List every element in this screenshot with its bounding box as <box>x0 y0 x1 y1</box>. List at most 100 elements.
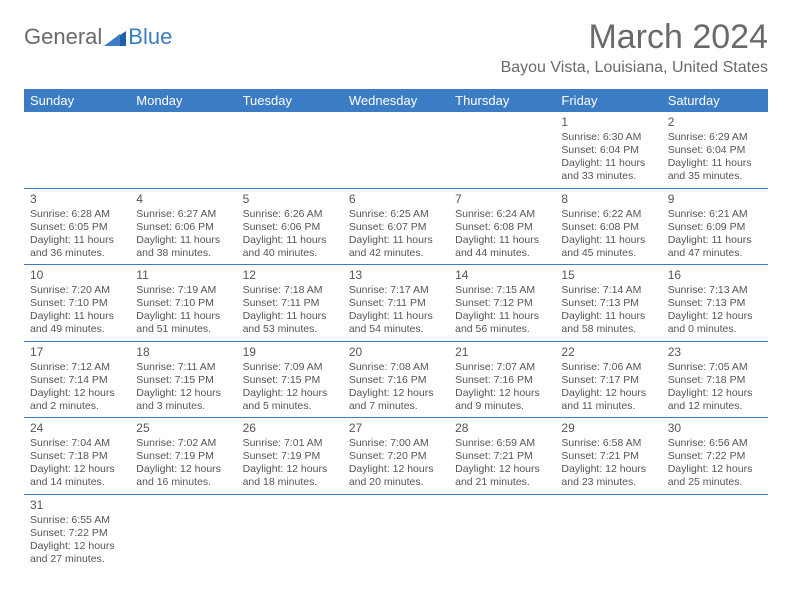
daylight-text: Daylight: 12 hours <box>136 387 230 400</box>
sunset-text: Sunset: 7:20 PM <box>349 450 443 463</box>
day-number: 7 <box>455 192 549 207</box>
day-number: 2 <box>668 115 762 130</box>
sunset-text: Sunset: 7:22 PM <box>30 527 124 540</box>
day-number: 20 <box>349 345 443 360</box>
page-title: March 2024 <box>501 18 768 57</box>
daylight-text: and 12 minutes. <box>668 400 762 413</box>
calendar-cell: 2Sunrise: 6:29 AMSunset: 6:04 PMDaylight… <box>662 112 768 188</box>
sunset-text: Sunset: 7:12 PM <box>455 297 549 310</box>
sunset-text: Sunset: 7:11 PM <box>349 297 443 310</box>
daylight-text: Daylight: 11 hours <box>561 310 655 323</box>
daylight-text: and 45 minutes. <box>561 247 655 260</box>
daylight-text: and 21 minutes. <box>455 476 549 489</box>
daylight-text: and 35 minutes. <box>668 170 762 183</box>
dayname-tuesday: Tuesday <box>237 89 343 112</box>
daylight-text: Daylight: 12 hours <box>136 463 230 476</box>
day-number: 28 <box>455 421 549 436</box>
dayname-wednesday: Wednesday <box>343 89 449 112</box>
day-number: 26 <box>243 421 337 436</box>
calendar-cell: 14Sunrise: 7:15 AMSunset: 7:12 PMDayligh… <box>449 265 555 341</box>
sunrise-text: Sunrise: 6:56 AM <box>668 437 762 450</box>
sunset-text: Sunset: 7:16 PM <box>349 374 443 387</box>
day-number: 1 <box>561 115 655 130</box>
day-number: 19 <box>243 345 337 360</box>
daylight-text: Daylight: 12 hours <box>455 463 549 476</box>
sunrise-text: Sunrise: 7:02 AM <box>136 437 230 450</box>
calendar-cell-empty <box>130 112 236 188</box>
daylight-text: Daylight: 12 hours <box>243 463 337 476</box>
sunset-text: Sunset: 6:05 PM <box>30 221 124 234</box>
day-number: 24 <box>30 421 124 436</box>
calendar-cell-empty <box>343 112 449 188</box>
calendar-cell: 25Sunrise: 7:02 AMSunset: 7:19 PMDayligh… <box>130 418 236 494</box>
daylight-text: and 25 minutes. <box>668 476 762 489</box>
calendar-cell: 16Sunrise: 7:13 AMSunset: 7:13 PMDayligh… <box>662 265 768 341</box>
dayname-monday: Monday <box>130 89 236 112</box>
daylight-text: Daylight: 11 hours <box>349 310 443 323</box>
sunrise-text: Sunrise: 7:00 AM <box>349 437 443 450</box>
sunrise-text: Sunrise: 7:07 AM <box>455 361 549 374</box>
sunrise-text: Sunrise: 7:20 AM <box>30 284 124 297</box>
daylight-text: Daylight: 11 hours <box>561 157 655 170</box>
sunrise-text: Sunrise: 6:25 AM <box>349 208 443 221</box>
day-number: 3 <box>30 192 124 207</box>
sunrise-text: Sunrise: 7:01 AM <box>243 437 337 450</box>
dayname-thursday: Thursday <box>449 89 555 112</box>
calendar-cell: 4Sunrise: 6:27 AMSunset: 6:06 PMDaylight… <box>130 189 236 265</box>
daylight-text: Daylight: 12 hours <box>243 387 337 400</box>
sunrise-text: Sunrise: 6:22 AM <box>561 208 655 221</box>
day-number: 23 <box>668 345 762 360</box>
calendar-cell: 20Sunrise: 7:08 AMSunset: 7:16 PMDayligh… <box>343 342 449 418</box>
calendar-cell: 13Sunrise: 7:17 AMSunset: 7:11 PMDayligh… <box>343 265 449 341</box>
daylight-text: and 9 minutes. <box>455 400 549 413</box>
sunrise-text: Sunrise: 6:29 AM <box>668 131 762 144</box>
week-row: 3Sunrise: 6:28 AMSunset: 6:05 PMDaylight… <box>24 189 768 266</box>
calendar-cell: 10Sunrise: 7:20 AMSunset: 7:10 PMDayligh… <box>24 265 130 341</box>
daylight-text: and 47 minutes. <box>668 247 762 260</box>
sunrise-text: Sunrise: 7:18 AM <box>243 284 337 297</box>
sunset-text: Sunset: 7:10 PM <box>30 297 124 310</box>
day-number: 6 <box>349 192 443 207</box>
sunrise-text: Sunrise: 7:05 AM <box>668 361 762 374</box>
sunset-text: Sunset: 7:13 PM <box>561 297 655 310</box>
sunset-text: Sunset: 6:08 PM <box>455 221 549 234</box>
daylight-text: Daylight: 11 hours <box>30 310 124 323</box>
sunset-text: Sunset: 7:21 PM <box>455 450 549 463</box>
sunset-text: Sunset: 7:19 PM <box>243 450 337 463</box>
daylight-text: and 5 minutes. <box>243 400 337 413</box>
day-number: 13 <box>349 268 443 283</box>
dayname-saturday: Saturday <box>662 89 768 112</box>
daylight-text: Daylight: 12 hours <box>668 387 762 400</box>
daylight-text: Daylight: 11 hours <box>561 234 655 247</box>
calendar-cell-empty <box>237 112 343 188</box>
calendar-cell: 17Sunrise: 7:12 AMSunset: 7:14 PMDayligh… <box>24 342 130 418</box>
daylight-text: Daylight: 11 hours <box>668 234 762 247</box>
day-number: 16 <box>668 268 762 283</box>
daylight-text: Daylight: 12 hours <box>561 387 655 400</box>
daylight-text: Daylight: 11 hours <box>30 234 124 247</box>
sunrise-text: Sunrise: 7:12 AM <box>30 361 124 374</box>
sunrise-text: Sunrise: 7:08 AM <box>349 361 443 374</box>
daylight-text: and 27 minutes. <box>30 553 124 566</box>
daylight-text: and 14 minutes. <box>30 476 124 489</box>
day-number: 31 <box>30 498 124 513</box>
calendar-cell: 22Sunrise: 7:06 AMSunset: 7:17 PMDayligh… <box>555 342 661 418</box>
sunrise-text: Sunrise: 7:13 AM <box>668 284 762 297</box>
week-row: 17Sunrise: 7:12 AMSunset: 7:14 PMDayligh… <box>24 342 768 419</box>
daylight-text: and 56 minutes. <box>455 323 549 336</box>
daylight-text: and 54 minutes. <box>349 323 443 336</box>
sunset-text: Sunset: 7:18 PM <box>668 374 762 387</box>
day-number: 9 <box>668 192 762 207</box>
daylight-text: Daylight: 11 hours <box>455 310 549 323</box>
sunrise-text: Sunrise: 7:19 AM <box>136 284 230 297</box>
calendar-cell: 5Sunrise: 6:26 AMSunset: 6:06 PMDaylight… <box>237 189 343 265</box>
sunset-text: Sunset: 7:22 PM <box>668 450 762 463</box>
sunrise-text: Sunrise: 7:09 AM <box>243 361 337 374</box>
sunset-text: Sunset: 6:04 PM <box>561 144 655 157</box>
calendar-cell: 26Sunrise: 7:01 AMSunset: 7:19 PMDayligh… <box>237 418 343 494</box>
calendar-cell: 30Sunrise: 6:56 AMSunset: 7:22 PMDayligh… <box>662 418 768 494</box>
calendar-cell: 19Sunrise: 7:09 AMSunset: 7:15 PMDayligh… <box>237 342 343 418</box>
sunset-text: Sunset: 6:09 PM <box>668 221 762 234</box>
calendar-cell: 8Sunrise: 6:22 AMSunset: 6:08 PMDaylight… <box>555 189 661 265</box>
day-number: 30 <box>668 421 762 436</box>
